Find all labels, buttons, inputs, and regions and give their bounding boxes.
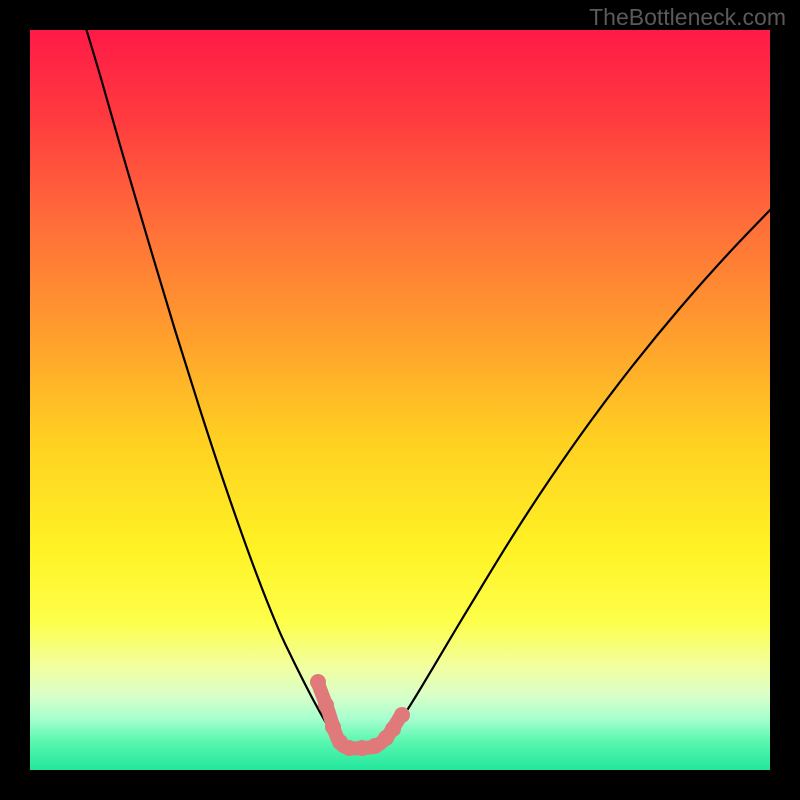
pink-marker <box>394 707 410 723</box>
curve-layer <box>30 30 770 770</box>
pink-marker <box>310 674 326 690</box>
watermark-text: TheBottleneck.com <box>589 4 786 31</box>
plot-area <box>30 30 770 770</box>
pink-marker <box>325 719 341 735</box>
pink-marker <box>385 721 401 737</box>
main-curve-path <box>85 30 770 748</box>
frame-right <box>770 0 800 800</box>
frame-bottom <box>0 770 800 800</box>
pink-marker <box>318 697 334 713</box>
frame-left <box>0 0 30 800</box>
chart-canvas: TheBottleneck.com <box>0 0 800 800</box>
